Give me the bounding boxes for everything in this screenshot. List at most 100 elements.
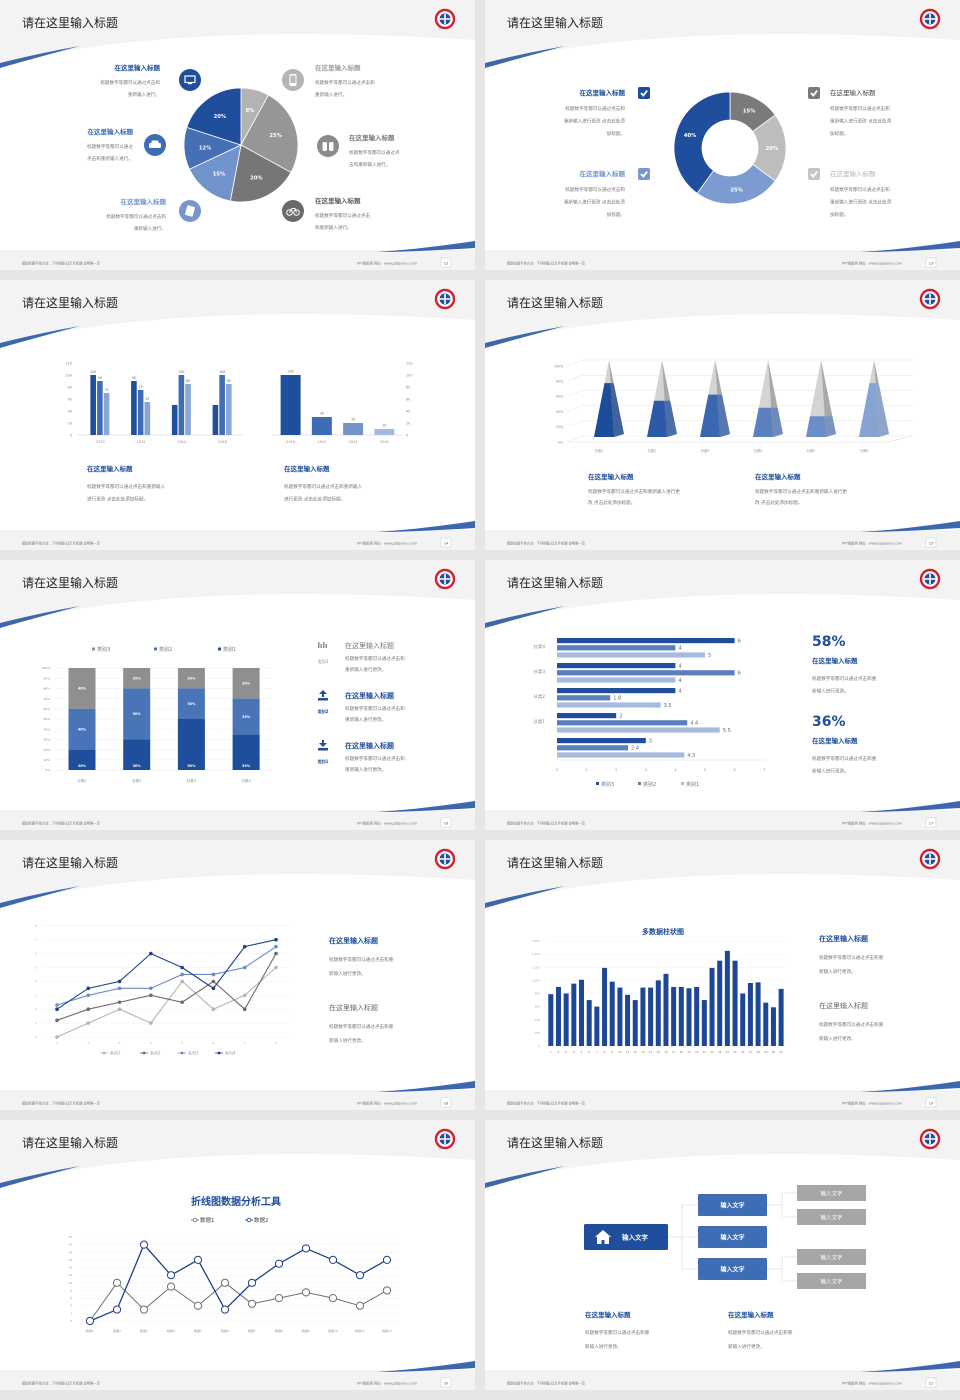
y-tick-label: 4 [35, 979, 37, 983]
leaf-label: 输入文字 [820, 1254, 843, 1262]
item-description: 新输入进行更改。 [819, 1035, 856, 1042]
item-description: 标题数字等都可以通过点击和重 [728, 1329, 793, 1336]
footer-right-text: PPT模板网 网址：www.pptgenius.com [357, 261, 417, 266]
pie-slice [229, 144, 292, 203]
item-description: 标题数字等都可以通过点击和重 [819, 1021, 884, 1028]
data-label: 90 [132, 376, 136, 380]
x-tick-label: 2014 [318, 440, 327, 444]
x-tick-label: 3 [645, 768, 647, 772]
logo [919, 848, 941, 870]
bar [212, 405, 219, 435]
data-point [242, 965, 247, 970]
bar [557, 745, 629, 751]
data-point [355, 1301, 365, 1310]
data-point [220, 1305, 230, 1314]
category-label: 类别3 [318, 658, 329, 664]
grid-line [566, 435, 913, 443]
bar [678, 986, 684, 1046]
data-point [55, 1003, 59, 1007]
bicycle-icon [286, 208, 300, 216]
item-description: 点击和重新输入进行。 [87, 155, 133, 162]
data-label: 90 [98, 376, 102, 380]
bar [770, 1007, 776, 1046]
bar [755, 982, 761, 1046]
bar [557, 695, 611, 701]
phone-screen [290, 75, 296, 83]
x-tick-label: 2012 [349, 440, 358, 444]
y-tick-label: 30% [43, 738, 50, 742]
data-label: 20 [351, 418, 355, 422]
wheel [286, 209, 293, 216]
data-label: 55 [145, 397, 149, 401]
bar-segment [123, 668, 151, 689]
bar-segment [177, 668, 205, 689]
bar [640, 987, 646, 1046]
content-area [0, 1154, 475, 1370]
leaf-box[interactable] [797, 1249, 866, 1265]
item-description: 重新输入进行更改 点击此处添 [830, 118, 892, 125]
series-line [56, 946, 277, 1006]
x-tick-label: 4 [674, 768, 676, 772]
bar [557, 720, 688, 726]
x-tick-label: 2 [558, 1050, 560, 1054]
bar-segment [123, 688, 151, 740]
footer-left-text: 模版标题字体方法：下列例图·幻灯片标题·说明第一页 [507, 821, 586, 826]
x-tick-label: 2010 [380, 440, 389, 444]
item-description: 标题数字等都可以通过点击和 [100, 79, 160, 86]
branch-box[interactable] [698, 1194, 767, 1216]
root-node[interactable]: 输入文字 [584, 1224, 668, 1250]
item-description: 标题数字等都可以通过点击和重 [329, 1023, 394, 1030]
y-tick-label: 10% [43, 758, 50, 762]
y-tick-label: 80% [43, 687, 50, 691]
leaf-box[interactable] [797, 1185, 866, 1201]
item-description: 标题数字等都可以通过点击和 [565, 105, 625, 112]
bar [280, 375, 301, 435]
bar [655, 980, 661, 1046]
data-point [86, 1007, 91, 1011]
donut-slice-label: 40% [684, 133, 697, 139]
y-tick-label-right: 100 [406, 373, 412, 377]
data-point [55, 1018, 59, 1023]
leaf-box[interactable] [797, 1209, 866, 1225]
data-point [85, 1316, 95, 1326]
x-tick-label: 16 [664, 1050, 668, 1054]
y-tick-label: 1,000 [532, 978, 540, 982]
y-tick-label: 5 [35, 966, 37, 970]
legend-label: 系列4 [225, 1050, 236, 1056]
data-label: 6 [738, 671, 741, 677]
leaf-box[interactable] [797, 1273, 866, 1289]
y-tick-label: 50% [43, 717, 50, 721]
item-description: 标题数字等都可以通过点击和 [106, 213, 166, 220]
data-point [180, 1000, 184, 1005]
x-tick-label: 数据3 [140, 1328, 148, 1333]
branch-box[interactable] [698, 1226, 767, 1248]
footer-right-text: PPT模板网 网址：www.pptgenius.com [842, 1101, 902, 1106]
x-tick-label: 3 [119, 1041, 121, 1045]
branch-box[interactable] [698, 1258, 767, 1280]
bar [717, 960, 723, 1046]
y-tick-label: 4 [70, 1304, 72, 1308]
grid-line [566, 420, 913, 428]
item-title: 在这里输入标题 [88, 127, 134, 136]
x-tick-label: 分类6 [860, 448, 868, 453]
bar [763, 1002, 769, 1046]
logo-cross [924, 854, 936, 864]
item-description: 标题数字等都可以通过点击和重新输入 [284, 483, 363, 490]
item-description: 重新输入进行更改。 [345, 716, 386, 723]
data-label: 100 [90, 370, 96, 374]
data-label: 2 [619, 714, 622, 720]
data-point [149, 986, 153, 991]
item-title: 在这里输入标题 [728, 1310, 774, 1319]
data-point [211, 1007, 216, 1011]
x-tick-label: 6 [734, 768, 736, 772]
